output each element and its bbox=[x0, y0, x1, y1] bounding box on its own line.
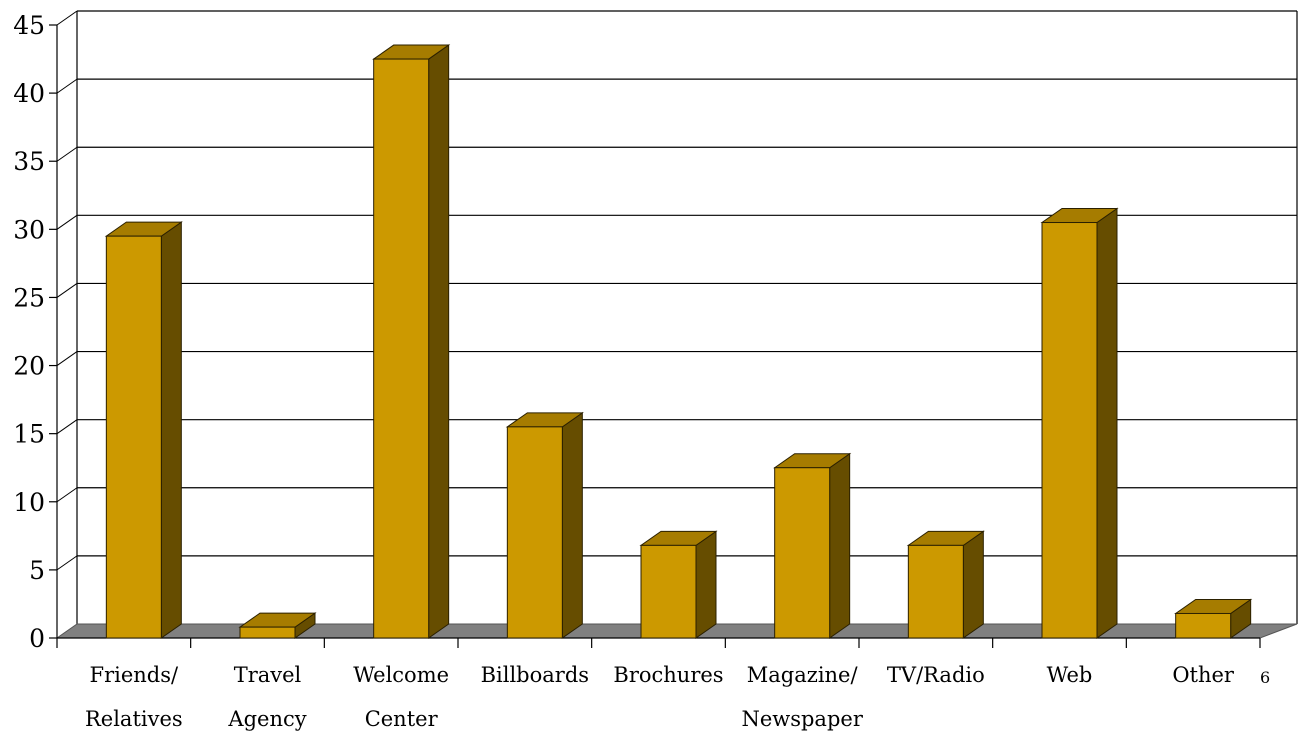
gridline-depth bbox=[56, 487, 78, 503]
x-category-label: Magazine/ bbox=[747, 663, 859, 687]
x-category-label: Welcome bbox=[353, 663, 449, 687]
bar bbox=[372, 44, 451, 639]
bar-front bbox=[907, 544, 964, 639]
page-number: 6 bbox=[1260, 668, 1271, 687]
x-category-label: Center bbox=[365, 707, 439, 731]
gridline-depth bbox=[56, 10, 78, 26]
x-category-label: Web bbox=[1047, 663, 1093, 687]
bar bbox=[1174, 598, 1253, 639]
x-category-label: TV/Radio bbox=[887, 663, 985, 687]
bar-side bbox=[829, 452, 851, 639]
gridline-depth bbox=[56, 146, 78, 162]
gridline-depth bbox=[56, 419, 78, 435]
y-tick-label: 5 bbox=[29, 556, 45, 585]
x-category-label: Travel bbox=[234, 663, 302, 687]
gridline-depth bbox=[56, 555, 78, 571]
x-category-label: Other bbox=[1172, 663, 1235, 687]
bar bbox=[104, 221, 183, 639]
gridline-depth bbox=[56, 78, 78, 94]
x-category-label: Billboards bbox=[481, 663, 589, 687]
bar-front bbox=[640, 544, 697, 639]
bar bbox=[773, 452, 852, 639]
bar-front bbox=[373, 58, 430, 639]
bar-front bbox=[239, 626, 296, 639]
y-tick-label: 20 bbox=[13, 352, 45, 381]
bar-side bbox=[962, 530, 984, 639]
bar bbox=[906, 530, 985, 639]
x-category-label: Brochures bbox=[613, 663, 723, 687]
bar-front bbox=[1175, 612, 1232, 639]
bar bbox=[1040, 207, 1119, 639]
bar-side bbox=[1096, 207, 1118, 639]
bar-side bbox=[695, 530, 717, 639]
bar-front bbox=[506, 426, 563, 639]
x-category-label: Relatives bbox=[85, 707, 183, 731]
gridline-depth bbox=[56, 214, 78, 230]
gridline-depth bbox=[56, 283, 78, 298]
bar bbox=[505, 411, 584, 639]
y-tick-label: 0 bbox=[29, 624, 45, 653]
gridline-depth bbox=[56, 351, 78, 366]
x-category-label: Newspaper bbox=[741, 707, 863, 731]
x-category-label: Agency bbox=[227, 707, 306, 731]
bar bbox=[238, 612, 317, 639]
bar-side bbox=[428, 44, 450, 639]
bar bbox=[639, 530, 718, 639]
chart-labels: 0 5 10 15 20 25 30 35 40 45 Friends/Relatives Trave… bbox=[13, 11, 1235, 731]
y-tick-label: 40 bbox=[13, 79, 45, 108]
y-tick-label: 45 bbox=[13, 11, 45, 40]
y-tick-label: 35 bbox=[13, 147, 45, 176]
y-tick-label: 15 bbox=[13, 420, 45, 449]
bar-front bbox=[105, 235, 162, 639]
bar-side bbox=[160, 221, 182, 639]
bar-side bbox=[561, 411, 583, 639]
y-tick-label: 30 bbox=[13, 215, 45, 244]
y-tick-label: 25 bbox=[13, 283, 45, 312]
bar-front bbox=[774, 467, 831, 639]
bar-front bbox=[1041, 222, 1098, 639]
y-tick-label: 10 bbox=[13, 488, 45, 517]
x-category-label: Friends/ bbox=[90, 663, 179, 687]
chart-bars bbox=[104, 44, 1253, 639]
